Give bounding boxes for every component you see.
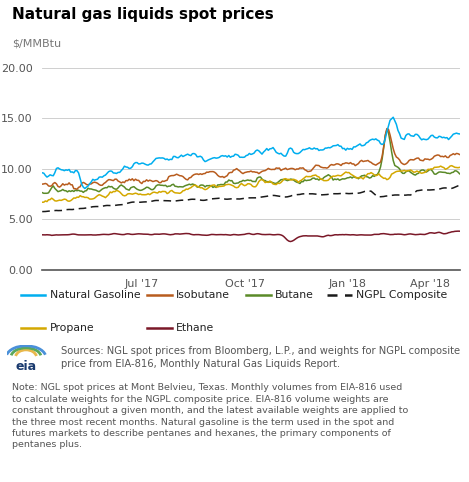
Text: Note: NGL spot prices at Mont Belvieu, Texas. Monthly volumes from EIA-816 used
: Note: NGL spot prices at Mont Belvieu, T… [12, 383, 408, 449]
Text: Propane: Propane [50, 323, 95, 333]
Text: eia: eia [15, 361, 37, 373]
Text: Natural Gasoline: Natural Gasoline [50, 290, 141, 300]
Text: Butane: Butane [275, 290, 314, 300]
Text: Natural gas liquids spot prices: Natural gas liquids spot prices [12, 7, 273, 22]
Text: Sources: NGL spot prices from Bloomberg, L.P., and weights for NGPL composite
pr: Sources: NGL spot prices from Bloomberg,… [61, 346, 460, 369]
Text: $/MMBtu: $/MMBtu [12, 38, 61, 48]
Text: NGPL Composite: NGPL Composite [356, 290, 447, 300]
Text: Ethane: Ethane [176, 323, 214, 333]
Text: Isobutane: Isobutane [176, 290, 230, 300]
